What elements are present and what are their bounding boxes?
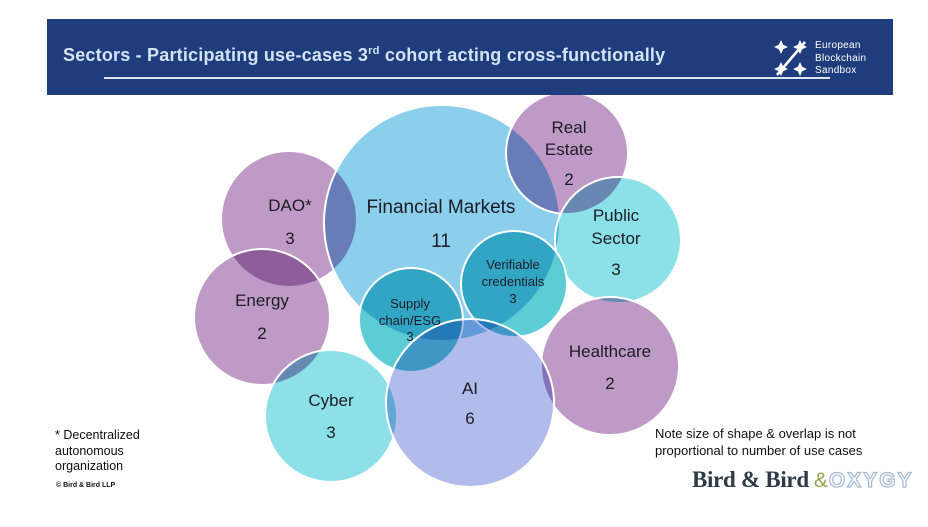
verifiable-credentials-count: 3 <box>509 291 516 306</box>
bird-and-bird-oxygy-logo: Bird & Bird &OXYGY <box>692 467 914 493</box>
bird-and-bird-wordmark: Bird & Bird <box>692 467 809 492</box>
footnote-line-2: autonomous <box>55 443 124 458</box>
bubble-labels: DAO* 3 Energy 2 Financial Markets 11 Rea… <box>235 118 651 442</box>
public-sector-label-line-1: Public <box>593 206 640 225</box>
real-estate-count: 2 <box>564 170 573 189</box>
title-superscript: rd <box>368 45 380 57</box>
verifiable-credentials-label-line-2: credentials <box>482 274 545 289</box>
verifiable-credentials-circle <box>461 231 567 337</box>
title-prefix: Sectors - Participating use-cases 3 <box>63 45 369 65</box>
title-underline <box>104 77 830 79</box>
ai-label: AI <box>462 379 478 398</box>
oxygy-wordmark: OXYGY <box>828 468 914 492</box>
bubble-healthcare <box>540 296 680 436</box>
financial-markets-label: Financial Markets <box>367 197 516 218</box>
footnote-line-3: organization <box>55 459 124 473</box>
healthcare-circle <box>541 297 679 435</box>
supply-chain-label-line-2: chain/ESG <box>379 313 441 328</box>
supply-chain-label-line-1: Supply <box>390 296 430 311</box>
healthcare-label: Healthcare <box>569 342 651 361</box>
public-sector-count: 3 <box>611 260 620 279</box>
page-title: Sectors - Participating use-cases 3rd co… <box>63 45 665 66</box>
title-suffix: cohort acting cross-functionally <box>379 45 666 65</box>
financial-markets-count: 11 <box>431 231 451 252</box>
verifiable-credentials-label-line-1: Verifiable <box>486 257 539 272</box>
bubble-energy <box>193 248 331 386</box>
ai-circle-outline <box>385 318 555 488</box>
real-estate-label-line-1: Real <box>552 118 587 137</box>
cyber-label: Cyber <box>308 391 354 410</box>
note-line-1: Note size of shape & overlap is not <box>655 426 856 441</box>
dao-label: DAO* <box>268 196 312 215</box>
supply-chain-count: 3 <box>406 329 413 344</box>
ebs-logo-text: European Blockchain Sandbox <box>815 40 866 78</box>
energy-circle-outline <box>193 248 331 386</box>
ebs-logo-line-2: Blockchain <box>815 52 867 64</box>
footnote-line-1: * Decentralized <box>55 428 140 442</box>
real-estate-label-line-2: Estate <box>545 140 593 159</box>
note-line-2: proportional to number of use cases <box>655 442 863 458</box>
energy-count: 2 <box>257 324 266 343</box>
ebs-stars-icon <box>774 40 807 76</box>
ai-circle <box>386 319 554 487</box>
ai-count: 6 <box>465 409 474 428</box>
public-sector-label-line-2: Sector <box>591 229 640 248</box>
european-blockchain-sandbox-logo: European Blockchain Sandbox <box>774 40 866 78</box>
dao-footnote: * Decentralized autonomous organization <box>55 428 140 475</box>
proportionality-note: Note size of shape & overlap is not prop… <box>655 426 862 459</box>
copyright-notice: © Bird & Bird LLP <box>56 482 116 489</box>
bubble-ai <box>385 318 555 488</box>
public-sector-circle <box>555 177 681 303</box>
bubble-cyber <box>264 349 398 483</box>
ebs-logo-line-1: European <box>815 40 861 52</box>
ebs-logo-line-3: Sandbox <box>815 65 857 77</box>
brand-ampersand: & <box>813 469 828 492</box>
energy-label: Energy <box>235 291 289 310</box>
healthcare-count: 2 <box>605 374 614 393</box>
header-bar: Sectors - Participating use-cases 3rd co… <box>47 19 893 95</box>
cyber-circle <box>265 350 397 482</box>
energy-circle <box>194 249 330 385</box>
dao-count: 3 <box>285 229 294 248</box>
cyber-count: 3 <box>326 423 335 442</box>
